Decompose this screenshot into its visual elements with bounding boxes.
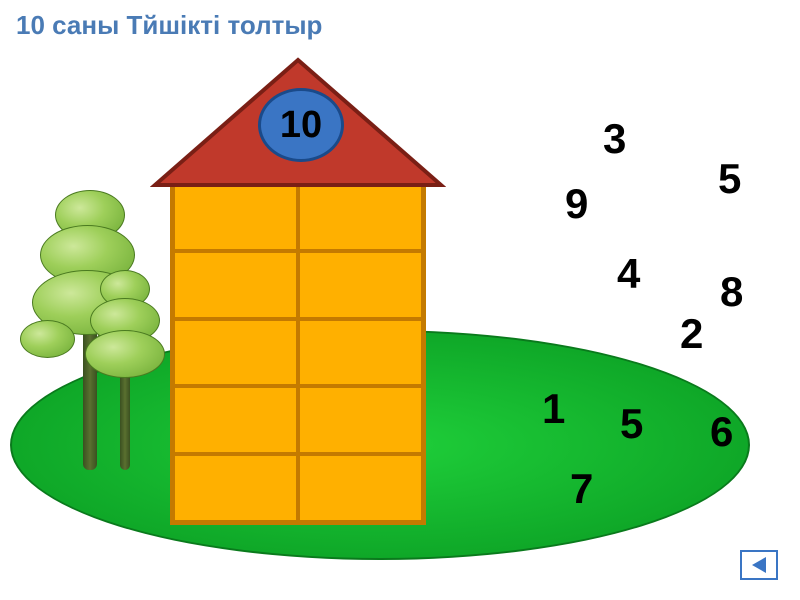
- house-cell[interactable]: [298, 386, 423, 454]
- draggable-number[interactable]: 9: [565, 180, 588, 228]
- house-cell[interactable]: [298, 454, 423, 522]
- house-cell[interactable]: [173, 319, 298, 387]
- foliage: [20, 320, 75, 358]
- foliage: [85, 330, 165, 378]
- target-number-circle: 10: [258, 88, 344, 162]
- house-cell[interactable]: [173, 454, 298, 522]
- draggable-number[interactable]: 8: [720, 268, 743, 316]
- draggable-number[interactable]: 5: [620, 400, 643, 448]
- draggable-number[interactable]: 3: [603, 115, 626, 163]
- house-cell[interactable]: [298, 183, 423, 251]
- tree-small: [85, 270, 165, 470]
- draggable-number[interactable]: 7: [570, 465, 593, 513]
- house-cell[interactable]: [173, 386, 298, 454]
- house-cell[interactable]: [173, 251, 298, 319]
- house-cell[interactable]: [173, 183, 298, 251]
- prev-button[interactable]: [740, 550, 778, 580]
- house-grid: [170, 180, 426, 525]
- draggable-number[interactable]: 5: [718, 155, 741, 203]
- draggable-number[interactable]: 6: [710, 408, 733, 456]
- draggable-number[interactable]: 2: [680, 310, 703, 358]
- draggable-number[interactable]: 4: [617, 250, 640, 298]
- draggable-number[interactable]: 1: [542, 385, 565, 433]
- target-number: 10: [280, 104, 322, 147]
- house-cell[interactable]: [298, 319, 423, 387]
- page-title: 10 саны Тйшікті толтыр: [16, 10, 322, 41]
- house-cell[interactable]: [298, 251, 423, 319]
